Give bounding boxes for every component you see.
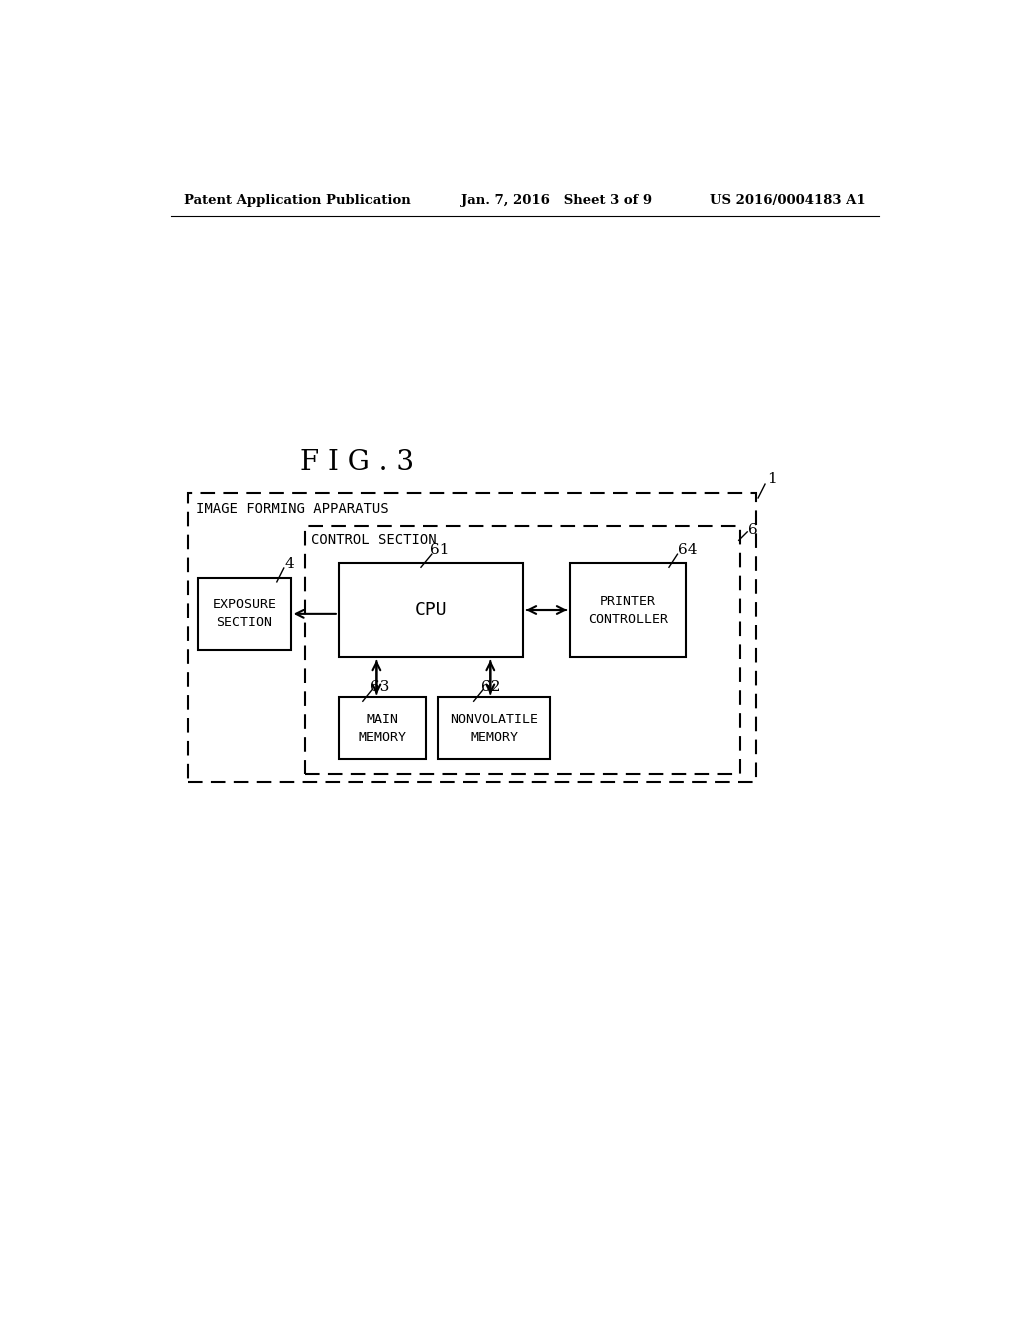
Text: US 2016/0004183 A1: US 2016/0004183 A1 (711, 194, 866, 207)
Text: F I G . 3: F I G . 3 (300, 449, 414, 477)
Bar (198, 578, 291, 649)
Text: CPU: CPU (415, 601, 447, 619)
Text: Patent Application Publication: Patent Application Publication (183, 194, 411, 207)
Bar (339, 697, 426, 759)
Text: 62: 62 (480, 680, 500, 693)
Text: CONTROL SECTION: CONTROL SECTION (311, 533, 436, 548)
Text: NONVOLATILE
MEMORY: NONVOLATILE MEMORY (451, 713, 539, 743)
Text: EXPOSURE
SECTION: EXPOSURE SECTION (212, 598, 276, 630)
Text: MAIN
MEMORY: MAIN MEMORY (358, 713, 407, 743)
Text: PRINTER
CONTROLLER: PRINTER CONTROLLER (588, 594, 668, 626)
Bar (305, 527, 740, 775)
Text: Jan. 7, 2016   Sheet 3 of 9: Jan. 7, 2016 Sheet 3 of 9 (461, 194, 652, 207)
Bar (188, 494, 756, 781)
Text: 6: 6 (748, 523, 758, 537)
Text: 4: 4 (285, 557, 294, 572)
Text: 61: 61 (430, 544, 450, 557)
Bar (438, 697, 550, 759)
Text: IMAGE FORMING APPARATUS: IMAGE FORMING APPARATUS (197, 502, 389, 516)
Text: 64: 64 (678, 544, 697, 557)
Text: 63: 63 (370, 680, 389, 693)
Bar (339, 562, 523, 657)
Bar (569, 562, 686, 657)
Text: 1: 1 (767, 473, 777, 487)
